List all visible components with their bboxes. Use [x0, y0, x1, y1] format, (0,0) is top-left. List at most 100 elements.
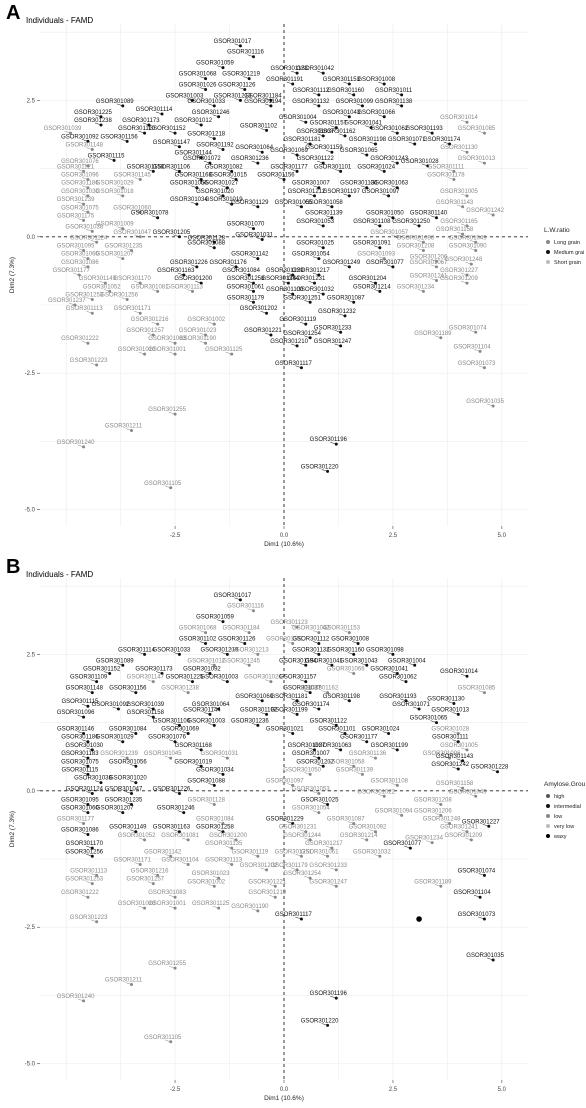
label-connector: [94, 122, 102, 126]
point-label: GSOR301175: [57, 213, 95, 219]
label-connector: [308, 193, 315, 197]
label-connector: [317, 245, 324, 248]
label-connector: [225, 169, 232, 172]
point-label: GSOR301254: [283, 331, 321, 337]
point-label: GSOR301098: [397, 235, 435, 241]
label-connector: [417, 240, 424, 243]
label-connector: [173, 144, 180, 148]
point-label: GSOR301057: [370, 230, 408, 236]
label-connector: [251, 204, 258, 208]
label-connector: [77, 998, 84, 1002]
point-label: GSOR301039: [126, 702, 164, 708]
label-connector: [369, 141, 376, 145]
point-label: GSOR301021: [266, 727, 304, 733]
point-label: GSOR301157: [279, 675, 317, 681]
point-label: GSOR301034: [196, 767, 234, 773]
label-connector: [247, 280, 254, 284]
label-connector: [173, 829, 180, 832]
point-label: GSOR301012: [187, 658, 225, 664]
label-connector: [99, 280, 106, 284]
label-connector: [460, 829, 468, 832]
point-label: GSOR301058: [305, 200, 343, 206]
point-label: GSOR301065: [410, 716, 448, 722]
y-tick-label: 0.0: [27, 789, 36, 795]
point-label: GSOR301246: [192, 110, 230, 116]
label-connector: [155, 671, 163, 674]
label-connector: [103, 671, 110, 674]
label-connector: [199, 87, 206, 90]
label-connector: [64, 130, 71, 134]
label-connector: [434, 884, 441, 887]
point-label: GSOR301094: [375, 808, 413, 814]
point-label: GSOR301001: [148, 347, 186, 353]
point-label: GSOR301229: [266, 268, 304, 274]
point-label: GSOR301216: [131, 868, 169, 874]
label-connector: [151, 215, 158, 218]
point-label: GSOR301233: [314, 325, 352, 331]
label-connector: [155, 111, 163, 115]
point-label: GSOR301229: [266, 817, 304, 823]
point-label: GSOR301213: [231, 647, 269, 653]
point-label: GSOR301158: [436, 781, 474, 787]
label-connector: [77, 444, 84, 448]
data-point: [295, 868, 299, 872]
label-connector: [77, 731, 84, 734]
label-connector: [251, 652, 258, 655]
legend-marker: [546, 824, 550, 828]
point-label: GSOR301205: [153, 230, 191, 236]
x-tick-label: 2.5: [389, 533, 398, 539]
data-point: [212, 783, 216, 787]
legend-label: high: [554, 794, 564, 800]
legend-label: Long grain: [554, 240, 580, 246]
point-label: GSOR301073: [458, 912, 496, 918]
label-connector: [168, 965, 176, 969]
point-label: GSOR301034: [170, 197, 208, 203]
point-label: GSOR301156: [109, 686, 147, 692]
point-label: GSOR301244: [262, 276, 300, 282]
point-label: GSOR301214: [353, 284, 391, 290]
point-label: GSOR301066: [327, 666, 365, 672]
point-label: GSOR301069: [270, 148, 308, 154]
label-connector: [86, 147, 93, 150]
point-label: GSOR301149: [109, 825, 147, 831]
point-label: GSOR301122: [297, 156, 335, 162]
point-label: GSOR301059: [196, 615, 234, 621]
point-label: GSOR301243: [370, 156, 408, 162]
label-connector: [460, 673, 468, 677]
label-connector: [334, 169, 341, 172]
point-label: GSOR301052: [83, 284, 121, 290]
label-connector: [447, 177, 455, 180]
label-connector: [295, 365, 302, 368]
point-label: GSOR301063: [314, 743, 352, 749]
label-connector: [391, 130, 398, 134]
label-connector: [286, 783, 293, 786]
point-label: GSOR301162: [301, 686, 339, 692]
point-label: GSOR301017: [214, 39, 252, 45]
label-connector: [338, 313, 346, 317]
label-connector: [290, 343, 298, 347]
label-connector: [304, 690, 311, 693]
label-connector: [134, 310, 141, 314]
label-connector: [426, 840, 433, 843]
point-label: GSOR301219: [201, 647, 239, 653]
point-label: GSOR301081: [131, 284, 169, 290]
label-connector: [86, 310, 93, 314]
label-connector: [164, 755, 171, 759]
data-point: [225, 680, 229, 684]
label-connector: [404, 845, 411, 849]
point-label: GSOR301162: [318, 129, 356, 135]
label-connector: [330, 867, 337, 871]
label-connector: [238, 87, 245, 90]
data-point: [204, 641, 208, 645]
label-connector: [330, 125, 337, 128]
label-connector: [277, 177, 285, 180]
label-connector: [243, 630, 250, 633]
point-label: GSOR301090: [449, 243, 487, 249]
point-label: GSOR301091: [353, 241, 391, 247]
y-tick-label: 2.5: [27, 98, 36, 104]
label-connector: [373, 223, 380, 227]
point-label: GSOR301235: [105, 797, 143, 803]
label-connector: [308, 280, 315, 284]
label-connector: [151, 321, 158, 325]
label-connector: [190, 201, 197, 205]
